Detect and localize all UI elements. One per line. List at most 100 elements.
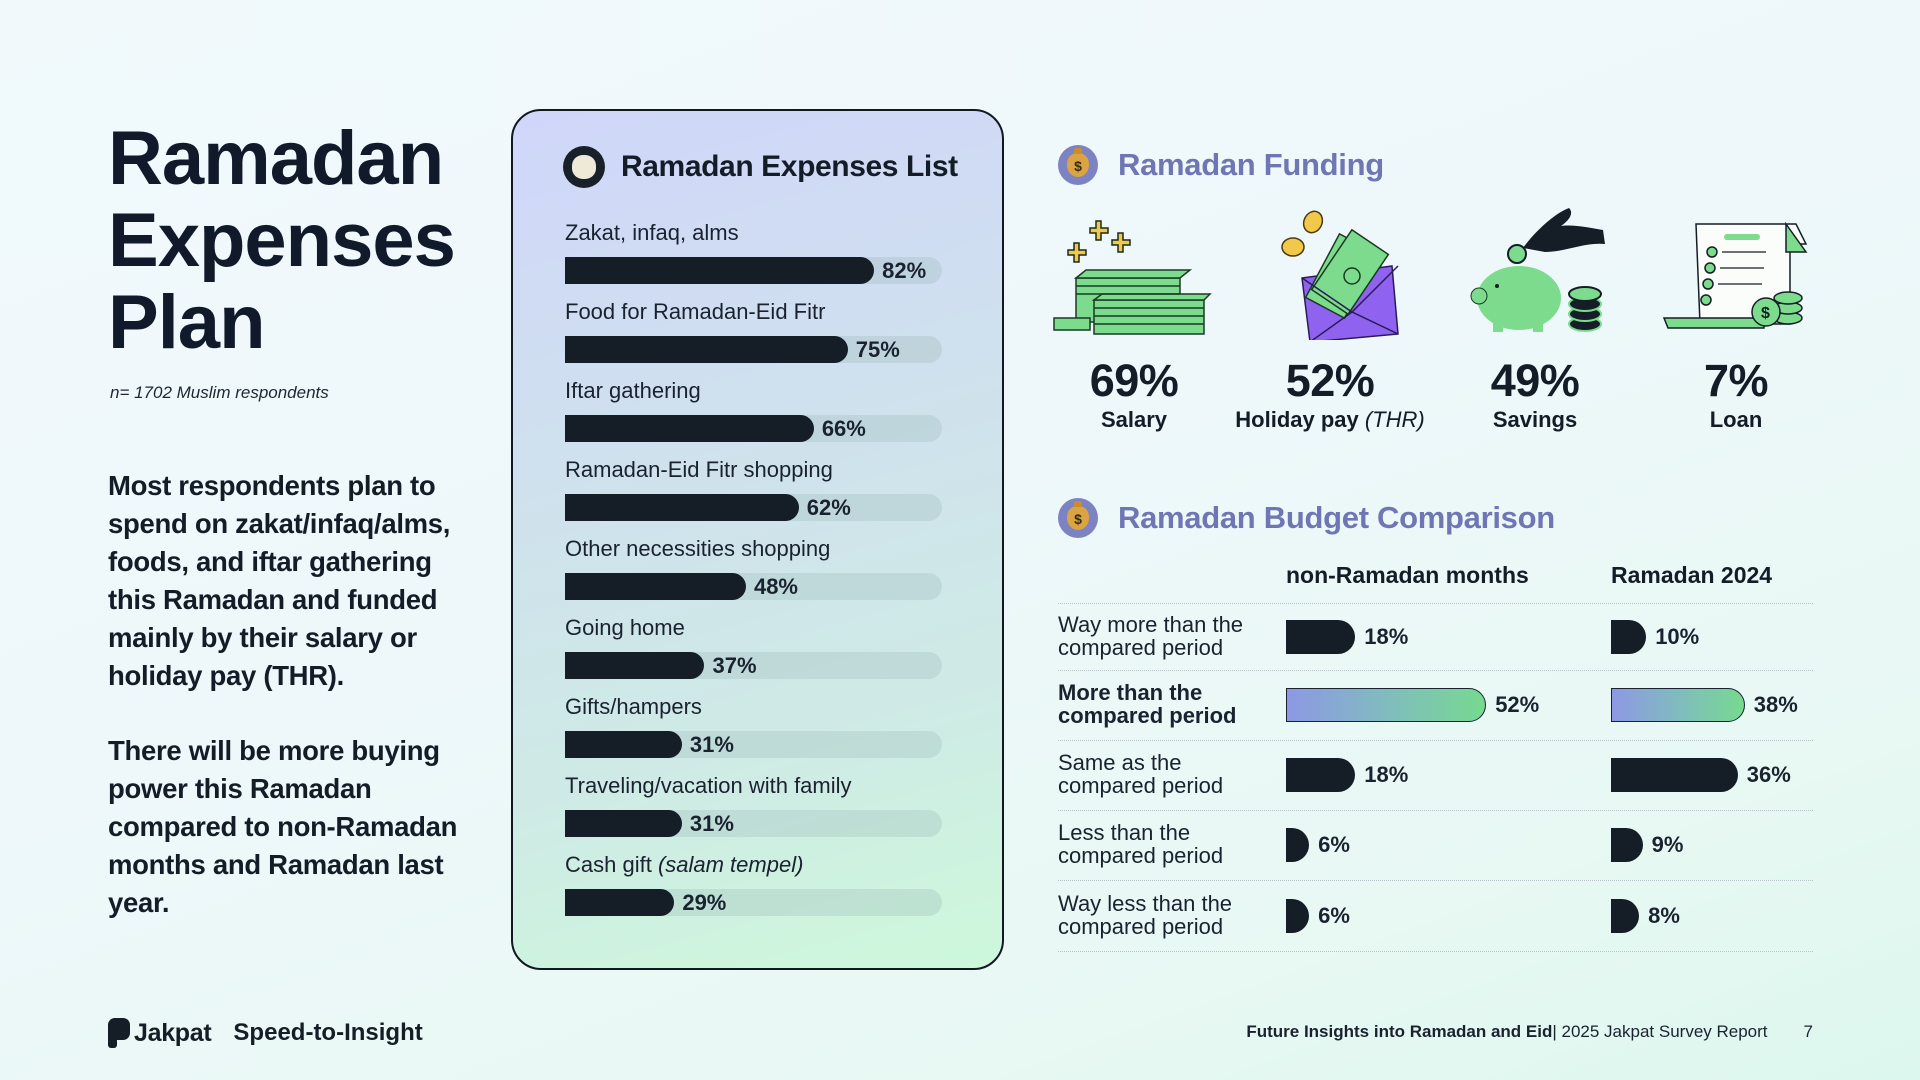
- funding-value: 52%: [1285, 355, 1375, 406]
- expense-bar-track: 31%: [565, 731, 942, 758]
- column-header-non-ramadan: non-Ramadan months: [1286, 562, 1529, 588]
- budget-value-label: 10%: [1655, 623, 1700, 649]
- budget-bar: [1611, 828, 1643, 862]
- budget-title: Ramadan Budget Comparison: [1118, 500, 1555, 535]
- budget-row-label: Same as the compared period: [1058, 750, 1224, 798]
- expense-bar-track: 48%: [565, 573, 942, 600]
- funding-label: Holiday pay (THR): [1235, 407, 1425, 432]
- expense-row: Traveling/vacation with family 31%: [565, 773, 942, 837]
- expense-value-label: 31%: [689, 732, 734, 757]
- summary-paragraph-1: Most respondents plan to spend on zakat/…: [108, 470, 451, 691]
- expense-row: Cash gift (salam tempel) 29%: [565, 852, 942, 916]
- expense-label: Zakat, infaq, alms: [565, 220, 739, 245]
- expense-value-label: 62%: [806, 495, 851, 520]
- expense-row: Other necessities shopping 48%: [565, 536, 942, 600]
- expense-value-label: 31%: [689, 811, 734, 836]
- funding-item-holiday-pay: 52% Holiday pay (THR): [1230, 200, 1430, 433]
- expense-row: Going home 37%: [565, 615, 942, 679]
- expense-value-label: 48%: [753, 574, 798, 599]
- budget-row-label: More than the compared period: [1058, 680, 1237, 728]
- row-separator: [1058, 670, 1813, 671]
- expense-label: Food for Ramadan-Eid Fitr: [565, 299, 826, 324]
- flower-icon: [563, 146, 605, 188]
- expense-bar-fill: [565, 573, 746, 600]
- budget-value-label: 36%: [1746, 762, 1791, 787]
- budget-value-label: 18%: [1364, 762, 1409, 787]
- expense-row: Ramadan-Eid Fitr shopping 62%: [565, 457, 942, 521]
- page-title: Ramadan Expenses Plan: [108, 116, 456, 365]
- funding-value: 69%: [1089, 355, 1179, 406]
- funding-label: Salary: [1100, 407, 1168, 432]
- piggy-bank-illustration: [1435, 200, 1635, 340]
- expense-bar-track: 31%: [565, 810, 942, 837]
- expense-row: Gifts/hampers 31%: [565, 694, 942, 758]
- budget-value-label: 9%: [1651, 832, 1684, 857]
- funding-value: 7%: [1703, 355, 1769, 406]
- summary-paragraph-2: There will be more buying power this Ram…: [108, 735, 458, 918]
- expense-value-label: 66%: [821, 416, 866, 441]
- expense-bar-fill: [565, 336, 848, 363]
- budget-bar: [1611, 758, 1738, 792]
- envelope-cash-illustration: [1230, 200, 1430, 343]
- tagline: Speed-to-Insight: [233, 1019, 423, 1046]
- budget-bar: [1611, 619, 1647, 654]
- funding-item-loan: $ 7% Loan: [1636, 200, 1836, 433]
- expense-value-label: 75%: [855, 337, 900, 362]
- budget-bar: [1611, 688, 1745, 722]
- expense-label: Traveling/vacation with family: [565, 773, 852, 798]
- expense-bar-fill: [565, 415, 814, 442]
- expense-row: Food for Ramadan-Eid Fitr 75%: [565, 299, 942, 363]
- budget-value-label: 38%: [1753, 692, 1798, 717]
- cash-stack-illustration: [1034, 200, 1234, 340]
- expense-bar-fill: [565, 731, 682, 758]
- funding-item-salary: 69% Salary: [1034, 200, 1234, 433]
- report-subtitle: | 2025 Jakpat Survey Report: [1552, 1022, 1768, 1041]
- budget-bar: [1286, 758, 1356, 792]
- expenses-card-title: Ramadan Expenses List: [621, 150, 958, 183]
- row-separator: [1058, 810, 1813, 811]
- page-title-line: Ramadan: [108, 116, 444, 201]
- money-bag-icon: $: [1058, 498, 1098, 538]
- column-header-ramadan-2024: Ramadan 2024: [1611, 562, 1773, 588]
- budget-row-label: Less than the compared period: [1058, 820, 1224, 868]
- expense-value-label: 37%: [712, 653, 757, 678]
- logo-text: Jakpat: [134, 1018, 212, 1047]
- funding-value: 49%: [1490, 355, 1580, 406]
- row-separator: [1058, 951, 1813, 952]
- page-title-line: Plan: [108, 280, 265, 365]
- expense-bar-track: 75%: [565, 336, 942, 363]
- expense-bar-fill: [565, 889, 675, 916]
- budget-row-label: Way less than the compared period: [1058, 890, 1233, 939]
- footer-brand: Jakpat Speed-to-Insight: [108, 1018, 423, 1048]
- expense-bar-fill: [565, 494, 799, 521]
- expense-label: Iftar gathering: [565, 378, 701, 403]
- expense-label: Ramadan-Eid Fitr shopping: [565, 457, 833, 482]
- loan-receipt-illustration: $: [1636, 200, 1836, 340]
- expense-bar-track: 66%: [565, 415, 942, 442]
- budget-row-label: Way more than the compared period: [1058, 611, 1244, 660]
- budget-bar: [1286, 619, 1356, 654]
- budget-bar: [1611, 898, 1640, 933]
- budget-value-label: 6%: [1318, 832, 1350, 857]
- expense-bar-track: 62%: [565, 494, 942, 521]
- budget-bar: [1286, 688, 1487, 722]
- expense-row: Zakat, infaq, alms 82%: [565, 220, 942, 284]
- budget-bar: [1286, 828, 1310, 862]
- report-title: Future Insights into Ramadan and Eid: [1246, 1022, 1553, 1041]
- expense-label: Gifts/hampers: [565, 694, 702, 719]
- money-bag-icon: $: [1058, 145, 1098, 185]
- page-title-line: Expenses: [108, 198, 456, 283]
- funding-label: Loan: [1709, 407, 1763, 432]
- row-separator: [1058, 740, 1813, 741]
- expense-label: Other necessities shopping: [565, 536, 831, 561]
- funding-label: Savings: [1492, 407, 1578, 432]
- expense-bar-fill: [565, 257, 875, 284]
- expense-bar-fill: [565, 810, 682, 837]
- budget-value-label: 6%: [1318, 902, 1350, 928]
- expense-label: Going home: [565, 615, 685, 640]
- funding-title: Ramadan Funding: [1118, 147, 1384, 182]
- budget-value-label: 52%: [1495, 692, 1540, 717]
- budget-header: $ Ramadan Budget Comparison: [1058, 498, 1555, 538]
- row-separator: [1058, 880, 1813, 881]
- expense-bar-track: 37%: [565, 652, 942, 679]
